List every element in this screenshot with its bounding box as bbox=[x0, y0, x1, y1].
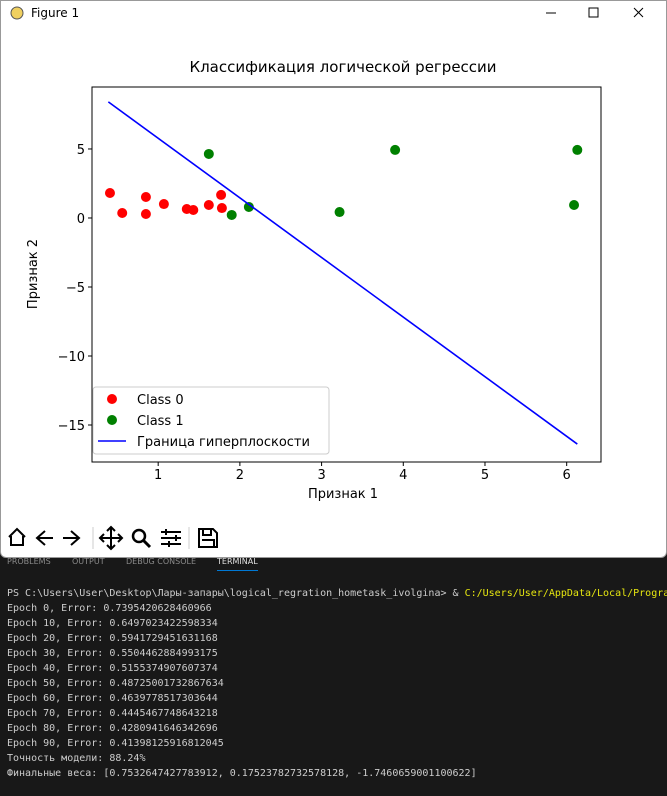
point bbox=[203, 148, 214, 159]
terminal-tab[interactable]: PROBLEMS bbox=[7, 557, 51, 566]
configure-button[interactable] bbox=[161, 529, 181, 547]
y-tick-label: 0 bbox=[77, 212, 85, 227]
save-button[interactable] bbox=[198, 528, 218, 548]
x-tick-label: 4 bbox=[399, 468, 407, 483]
legend: Class 0 Class 1 Граница гиперплоскости bbox=[92, 386, 330, 455]
y-tick-label: −5 bbox=[66, 281, 85, 296]
line bbox=[107, 101, 578, 445]
forward-button[interactable] bbox=[63, 530, 81, 546]
x-tick-label: 5 bbox=[481, 468, 489, 483]
terminal-tab[interactable]: TERMINAL bbox=[217, 557, 258, 571]
x-tick-label: 1 bbox=[154, 468, 162, 483]
point bbox=[216, 203, 227, 214]
terminal-line: Epoch 90, Error: 0.41398125916812045 bbox=[7, 738, 224, 749]
command: C:/Users/User/AppData/Local/Progra bbox=[464, 588, 667, 599]
terminal-line: Epoch 50, Error: 0.48725001732867634 bbox=[7, 678, 224, 689]
zoom-button[interactable] bbox=[131, 528, 152, 549]
point bbox=[140, 208, 151, 219]
maximize[interactable] bbox=[588, 7, 599, 18]
legend-label: Class 1 bbox=[137, 414, 184, 429]
app-icon bbox=[10, 6, 24, 20]
terminal-line: Epoch 80, Error: 0.4280941646342696 bbox=[7, 723, 218, 734]
terminal-tab[interactable]: DEBUG CONSOLE bbox=[126, 557, 197, 566]
point bbox=[117, 208, 128, 219]
point bbox=[334, 207, 345, 218]
point bbox=[104, 187, 115, 198]
terminal-line: PS C:\Users\User\Desktop\Лары-запары\log… bbox=[7, 588, 667, 599]
point bbox=[390, 144, 401, 155]
legend-label: Граница гиперплоскости bbox=[137, 435, 310, 450]
legend-box bbox=[92, 386, 330, 455]
pan-button[interactable] bbox=[98, 525, 124, 551]
y-tick-label: −15 bbox=[58, 419, 85, 434]
legend-marker bbox=[107, 415, 117, 425]
point bbox=[569, 200, 580, 211]
x-tick-label: 6 bbox=[563, 468, 571, 483]
point bbox=[216, 189, 227, 200]
chart: Классификация логической регрессии Призн… bbox=[26, 58, 602, 502]
close[interactable] bbox=[633, 7, 644, 18]
back-button[interactable] bbox=[35, 530, 53, 546]
x-tick-label: 3 bbox=[317, 468, 325, 483]
terminal: PROBLEMS OUTPUT DEBUG CONSOLE TERMINAL PS C:… bbox=[0, 557, 667, 796]
point bbox=[203, 200, 214, 211]
window-controls[interactable] bbox=[536, 1, 666, 25]
terminal-line: Epoch 10, Error: 0.6497023422598334 bbox=[7, 618, 218, 629]
terminal-line: Epoch 30, Error: 0.5504462884993175 bbox=[7, 648, 218, 659]
terminal-line: Epoch 40, Error: 0.5155374907607374 bbox=[7, 663, 218, 674]
terminal-line: Финальные веса: [0.7532647427783912, 0.1… bbox=[7, 768, 477, 779]
x-axis-label: Признак 1 bbox=[308, 487, 378, 502]
home-button[interactable] bbox=[8, 527, 26, 546]
window-title: Figure 1 bbox=[31, 6, 80, 20]
figure-window: Figure 1 Классификация логической регрес… bbox=[0, 0, 667, 558]
chart-title: Классификация логической регрессии bbox=[189, 58, 496, 76]
terminal-line: Epoch 20, Error: 0.5941729451631168 bbox=[7, 633, 218, 644]
plot-area bbox=[91, 86, 602, 463]
terminal-line: Epoch 70, Error: 0.4445467748643218 bbox=[7, 708, 218, 719]
terminal-line: Epoch 0, Error: 0.7395420628460966 bbox=[7, 603, 212, 614]
toolbar bbox=[8, 525, 218, 551]
point bbox=[243, 201, 254, 212]
prompt: PS C:\Users\User\Desktop\Лары-запары\log… bbox=[7, 588, 465, 599]
point bbox=[140, 192, 151, 203]
legend-marker bbox=[107, 394, 117, 404]
point bbox=[572, 144, 583, 155]
point bbox=[158, 199, 169, 210]
y-axis-label: Признак 2 bbox=[26, 239, 41, 309]
x-tick-label: 2 bbox=[236, 468, 244, 483]
point bbox=[226, 209, 237, 220]
legend-label: Class 0 bbox=[137, 393, 184, 408]
title-bar: Figure 1 bbox=[1, 1, 666, 25]
point bbox=[188, 204, 199, 215]
y-tick-label: −10 bbox=[58, 350, 85, 365]
terminal-line: Epoch 60, Error: 0.4639778517303644 bbox=[7, 693, 218, 704]
terminal-tab[interactable]: OUTPUT bbox=[72, 557, 105, 566]
terminal-line: Точность модели: 88.24% bbox=[7, 753, 146, 764]
y-tick-label: 5 bbox=[77, 143, 85, 158]
